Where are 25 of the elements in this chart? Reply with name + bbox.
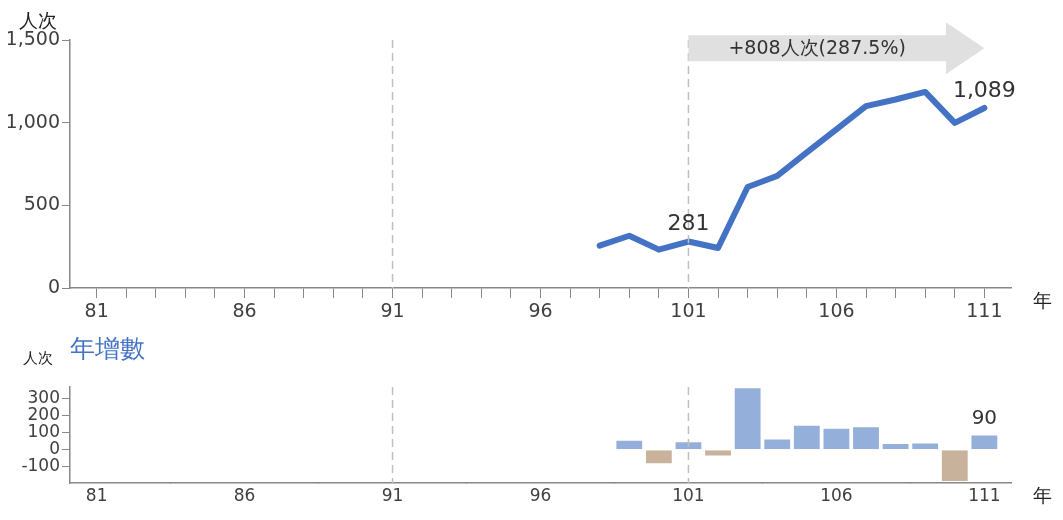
data-label: 1,089	[952, 76, 1016, 102]
x-tick-label: 106	[818, 299, 855, 322]
annotation: +808人次(287.5%)	[727, 35, 907, 61]
data-label: 281	[667, 210, 710, 236]
x-tick-label: 96	[528, 299, 553, 322]
chart-title: 年增數	[70, 334, 145, 363]
x-tick-label: 86	[233, 484, 256, 505]
x-tick-label: 81	[84, 299, 109, 322]
y-tick-label: 0	[47, 274, 60, 297]
x-tick-label: 86	[232, 299, 257, 322]
x-tick-label: 96	[529, 484, 552, 505]
x-axis-title: 年	[1033, 483, 1052, 506]
x-axis-title: 年	[1033, 288, 1052, 311]
y-tick-label: 1,000	[5, 109, 60, 132]
x-tick-label: 111	[966, 299, 1003, 322]
x-tick-label: 101	[670, 299, 707, 322]
data-label: 90	[971, 404, 998, 429]
x-tick-label: 91	[381, 484, 404, 505]
y-axis-title: 人次	[23, 349, 53, 368]
x-tick-label: 91	[380, 299, 405, 322]
y-tick-label: 500	[23, 192, 60, 215]
x-tick-label: 106	[820, 484, 853, 505]
x-tick-label: 101	[672, 484, 705, 505]
x-tick-label: 111	[968, 484, 1001, 505]
x-tick-label: 81	[85, 484, 108, 505]
